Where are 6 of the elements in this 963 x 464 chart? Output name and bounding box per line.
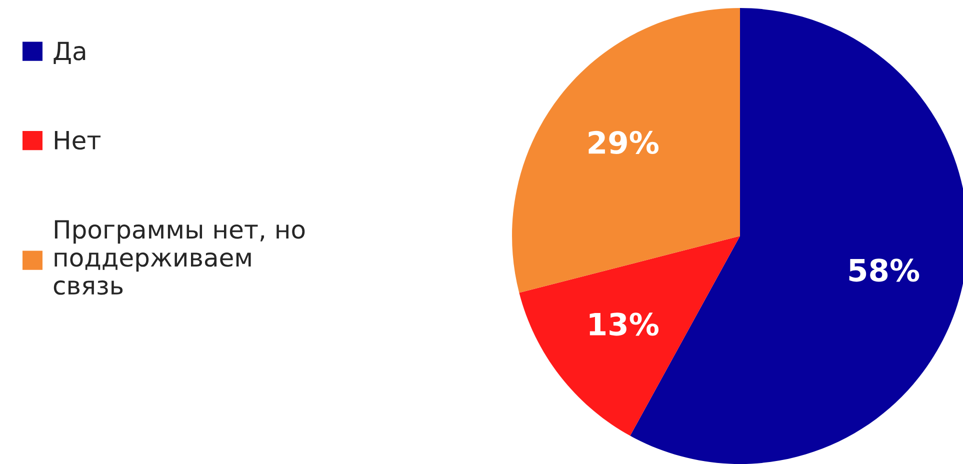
legend-label: Нет xyxy=(54,131,101,150)
legend-label: Программы нет, но поддерживаем связь xyxy=(54,220,305,295)
data-label: 13% xyxy=(590,312,658,336)
data-label: 58% xyxy=(849,258,920,282)
legend-label: Да xyxy=(54,42,86,64)
data-label: 29% xyxy=(588,130,658,154)
